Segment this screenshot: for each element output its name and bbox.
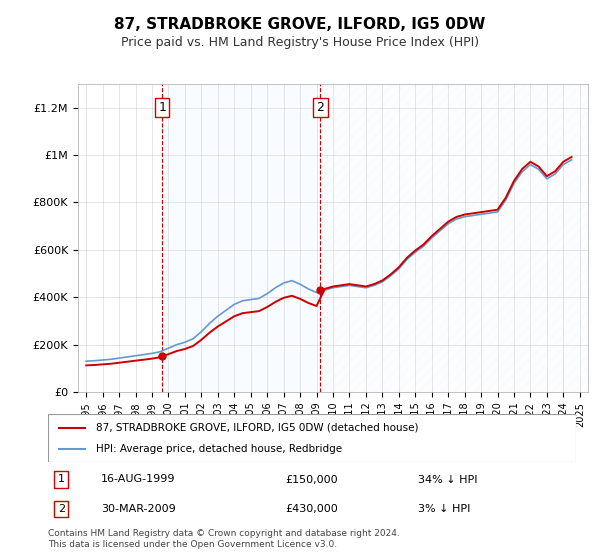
Text: Contains HM Land Registry data © Crown copyright and database right 2024.
This d: Contains HM Land Registry data © Crown c… bbox=[48, 529, 400, 549]
Text: 2: 2 bbox=[58, 504, 65, 514]
Bar bbox=[162, 84, 320, 392]
Text: Price paid vs. HM Land Registry's House Price Index (HPI): Price paid vs. HM Land Registry's House … bbox=[121, 36, 479, 49]
Text: 87, STRADBROKE GROVE, ILFORD, IG5 0DW: 87, STRADBROKE GROVE, ILFORD, IG5 0DW bbox=[115, 17, 485, 32]
Text: 16-AUG-1999: 16-AUG-1999 bbox=[101, 474, 175, 484]
Text: 30-MAR-2009: 30-MAR-2009 bbox=[101, 504, 176, 514]
Text: HPI: Average price, detached house, Redbridge: HPI: Average price, detached house, Redb… bbox=[95, 444, 341, 454]
Text: £430,000: £430,000 bbox=[286, 504, 338, 514]
Text: 34% ↓ HPI: 34% ↓ HPI bbox=[418, 474, 477, 484]
Text: 3% ↓ HPI: 3% ↓ HPI bbox=[418, 504, 470, 514]
Text: 1: 1 bbox=[158, 101, 166, 114]
Text: 1: 1 bbox=[58, 474, 65, 484]
Text: 2: 2 bbox=[317, 101, 325, 114]
Text: £150,000: £150,000 bbox=[286, 474, 338, 484]
Bar bbox=[320, 84, 588, 392]
Text: 87, STRADBROKE GROVE, ILFORD, IG5 0DW (detached house): 87, STRADBROKE GROVE, ILFORD, IG5 0DW (d… bbox=[95, 423, 418, 433]
FancyBboxPatch shape bbox=[48, 414, 576, 462]
